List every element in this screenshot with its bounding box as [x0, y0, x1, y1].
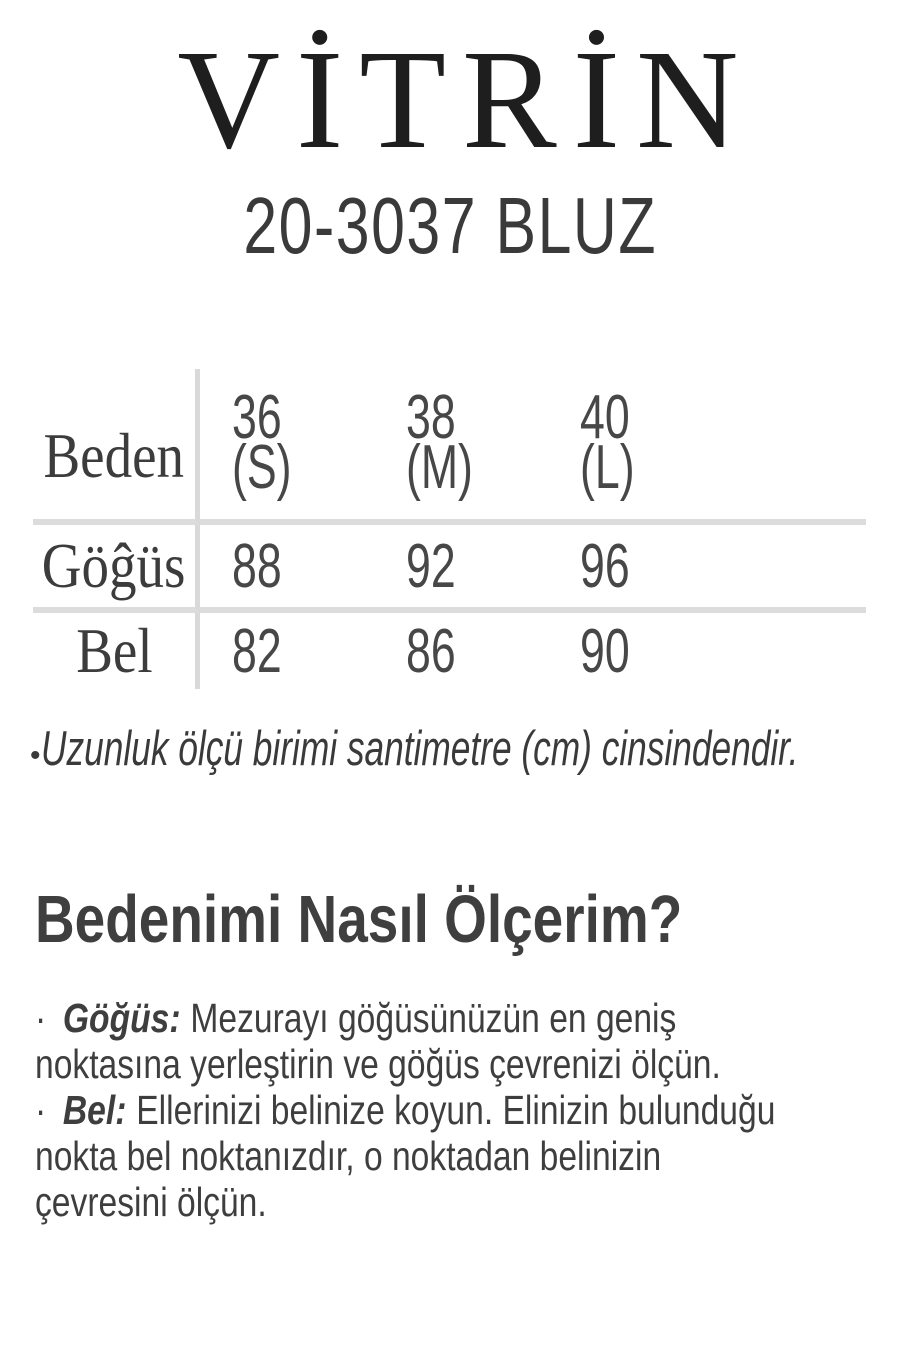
- howto-text: Ellerinizi belinize koyun. Elinizin bulu…: [136, 1087, 776, 1133]
- gogus-value-l: 96: [548, 525, 866, 613]
- howto-item-bel-line3: çevresini ölçün.: [35, 1179, 267, 1225]
- size-cell-38-m: 38 (M): [374, 369, 548, 525]
- product-code: 20-3037 BLUZ: [0, 184, 900, 268]
- howto-text: Mezurayı göğüsünüzün en geniş: [190, 995, 677, 1041]
- bullet-dot: ·: [35, 1087, 47, 1133]
- howto-item-bel-line1: · Bel: Ellerinizi belinize koyun. Elinizin…: [35, 1087, 775, 1133]
- howto-item-gogus-line2: noktasına yerleştirin ve göğüs çevrenizi…: [35, 1041, 721, 1087]
- bel-value-l: 90: [580, 616, 630, 686]
- howto-body: · Göğüs: Mezurayı göğüsünüzün en geniş nok…: [35, 995, 775, 1225]
- size-letter: (M): [406, 433, 473, 502]
- gogus-value-m: 92: [374, 525, 548, 613]
- bel-value-m: 86: [406, 616, 456, 686]
- row-label-gogus: Göĝüs: [33, 525, 200, 613]
- row-label-bel: Bel: [33, 613, 200, 689]
- howto-item-gogus-line1: · Göğüs: Mezurayı göğüsünüzün en geniş: [35, 995, 775, 1041]
- size-letter: (S): [232, 433, 292, 502]
- bel-value-s: 82: [232, 616, 282, 686]
- gogus-value-s: 88: [200, 525, 374, 613]
- unit-note-text: Uzunluk ölçü birimi santimetre (cm) cins…: [40, 722, 798, 776]
- size-letter: (L): [580, 433, 635, 502]
- size-cell-36-s: 36 (S): [200, 369, 374, 525]
- term-bel: Bel:: [62, 1087, 127, 1133]
- unit-note: • Uzunluk ölçü birimi santimetre (cm) cin…: [30, 722, 900, 776]
- howto-item-bel-line2: nokta bel noktanızdır, o noktadan belini…: [35, 1133, 662, 1179]
- row-label-beden: Beden: [33, 369, 200, 525]
- bullet-dot: ·: [35, 995, 47, 1041]
- size-number: 36: [232, 383, 282, 452]
- size-number: 38: [406, 383, 456, 452]
- bullet-dot: •: [30, 739, 41, 772]
- product-code-text: 20-3037 BLUZ: [243, 181, 657, 270]
- size-cell-40-l: 40 (L): [548, 369, 866, 525]
- howto-heading: Bedenimi Nasıl Ölçerim?: [35, 882, 683, 957]
- size-number: 40: [580, 383, 630, 452]
- brand-title: VİTRİN: [177, 20, 755, 178]
- term-gogus: Göğüs:: [62, 995, 181, 1041]
- size-table: Beden 36 (S) 38 (M) 40 (L) Göĝüs 88 92 9…: [33, 369, 866, 689]
